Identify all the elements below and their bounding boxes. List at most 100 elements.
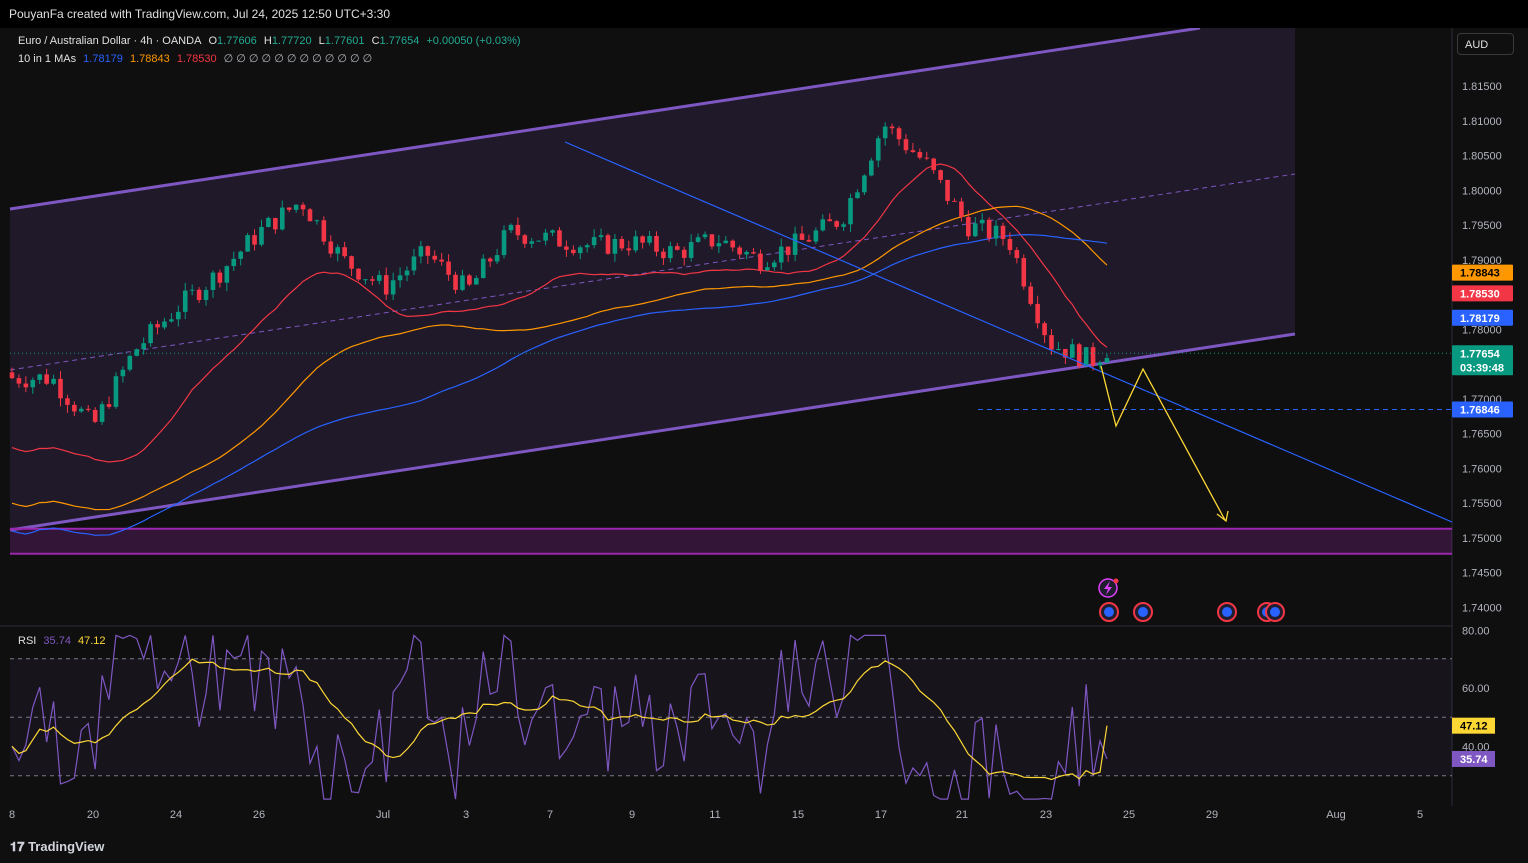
price-tick-label: 1.74000 <box>1462 602 1502 614</box>
candle-body <box>37 374 43 380</box>
candle-body <box>515 224 521 236</box>
candle-body <box>1035 303 1040 324</box>
economic-event-icon[interactable] <box>1217 602 1237 622</box>
ma3-badge-text: 1.78530 <box>1460 288 1500 300</box>
ma2-value: 1.78843 <box>129 53 170 65</box>
candle-body <box>44 374 49 384</box>
ma-indicator-name[interactable]: 10 in 1 MAs <box>18 53 77 65</box>
candle-body <box>113 376 119 407</box>
price-tick-label: 1.78000 <box>1462 324 1502 336</box>
candle-body <box>522 235 528 244</box>
candle-body <box>785 246 791 255</box>
candle-body <box>189 289 195 291</box>
rsi-tick-label: 40.00 <box>1462 742 1490 754</box>
candle-body <box>259 226 264 245</box>
candle-body <box>612 238 618 254</box>
time-tick-label: 7 <box>547 809 553 821</box>
candle-body <box>806 239 812 242</box>
candle-body <box>619 238 625 249</box>
candle-body <box>65 398 70 405</box>
candle-body <box>577 247 583 254</box>
rsi-label[interactable]: RSI <box>18 635 37 647</box>
candle-body <box>681 249 687 258</box>
candle-body <box>141 343 146 350</box>
chart-area[interactable]: 1.81500 1.81000 1.80500 1.80000 1.79500 1.790… <box>0 28 1528 834</box>
price-tick-label: 1.79000 <box>1462 255 1502 267</box>
candle-body <box>848 198 853 225</box>
candle-body <box>16 378 22 384</box>
price-badge-bg <box>1452 345 1513 376</box>
candle-body <box>307 209 313 222</box>
candle-body <box>480 258 486 279</box>
candle-body <box>862 175 867 193</box>
candle-body <box>210 272 216 290</box>
rsi-line <box>11 634 1108 800</box>
symbol-name[interactable]: Euro / Australian Dollar · 4h · OANDA <box>18 35 202 47</box>
price-tick-label: 1.81000 <box>1462 116 1502 128</box>
candle-body <box>120 369 126 377</box>
candle-body <box>1063 348 1068 358</box>
candle-body <box>626 248 632 251</box>
candle-body <box>176 311 181 320</box>
ma-empty-values: ∅ ∅ ∅ ∅ ∅ ∅ ∅ ∅ ∅ ∅ ∅ ∅ <box>223 53 373 65</box>
candle-body <box>959 201 964 217</box>
candle-body <box>993 225 999 239</box>
support-zone <box>10 528 1452 554</box>
rsi-badge-bg <box>1452 750 1495 767</box>
candle-body <box>799 233 805 240</box>
candle-body <box>668 246 673 259</box>
economic-event-icon[interactable] <box>1265 602 1285 622</box>
symbol-legend[interactable]: Euro / Australian Dollar · 4h · OANDA O1… <box>18 35 525 47</box>
ma3-value: 1.78530 <box>176 53 217 65</box>
candle-body <box>363 279 368 281</box>
candle-body <box>1000 225 1006 240</box>
candle-body <box>647 236 652 243</box>
candle-body <box>591 237 597 246</box>
currency-button[interactable]: AUD <box>1457 33 1514 55</box>
price-badge-text: 1.77654 <box>1460 348 1501 360</box>
drawings[interactable] <box>10 141 1453 523</box>
candle-body <box>772 262 777 268</box>
price-tick-label: 1.76000 <box>1462 463 1502 475</box>
candle-body <box>300 204 306 210</box>
time-tick-label: Jul <box>376 809 390 821</box>
candle-body <box>85 408 91 410</box>
candle-body <box>1056 348 1061 350</box>
candle-body <box>196 289 202 301</box>
economic-event-icon[interactable] <box>1099 602 1119 622</box>
event-icons[interactable] <box>1098 578 1285 622</box>
candle-body <box>252 235 257 245</box>
economic-event-icon-core <box>1270 607 1280 617</box>
earnings-flash-icon[interactable] <box>1098 578 1119 598</box>
price-tick-label: 1.80000 <box>1462 185 1502 197</box>
candle-body <box>370 279 375 281</box>
rsi-legend[interactable]: RSI 35.74 47.12 <box>18 635 110 647</box>
channel-fill <box>10 28 1295 530</box>
open-value: 1.77606 <box>217 35 257 47</box>
rsi-tick-label: 80.00 <box>1462 626 1490 638</box>
time-tick-label: Aug <box>1326 809 1346 821</box>
candle-body <box>72 404 77 412</box>
candle-body <box>952 200 957 202</box>
candle-body <box>917 152 923 158</box>
candle-body <box>1042 323 1047 336</box>
candle-body <box>661 251 666 259</box>
candle-body <box>155 324 160 328</box>
candle-body <box>321 220 327 242</box>
rsi-badge-text: 35.74 <box>1460 754 1488 766</box>
time-tick-label: 11 <box>709 809 720 821</box>
ascending-channel[interactable] <box>9 28 1452 555</box>
candle-body <box>688 241 694 258</box>
ma-legend[interactable]: 10 in 1 MAs 1.78179 1.78843 1.78530 ∅ ∅ … <box>18 52 376 65</box>
candle-body <box>335 247 341 254</box>
candle-body <box>404 270 410 276</box>
rsi-ma-badge-bg <box>1452 717 1495 734</box>
candle-body <box>931 158 936 171</box>
ma2-badge-text: 1.78843 <box>1460 268 1500 280</box>
candle-body <box>640 236 645 243</box>
economic-event-icon[interactable] <box>1133 602 1153 622</box>
candle-body <box>342 247 347 257</box>
candle-body <box>217 272 223 283</box>
tradingview-logo[interactable]: 𝟏𝟕 TradingView <box>10 839 104 855</box>
candle-body <box>9 372 15 379</box>
